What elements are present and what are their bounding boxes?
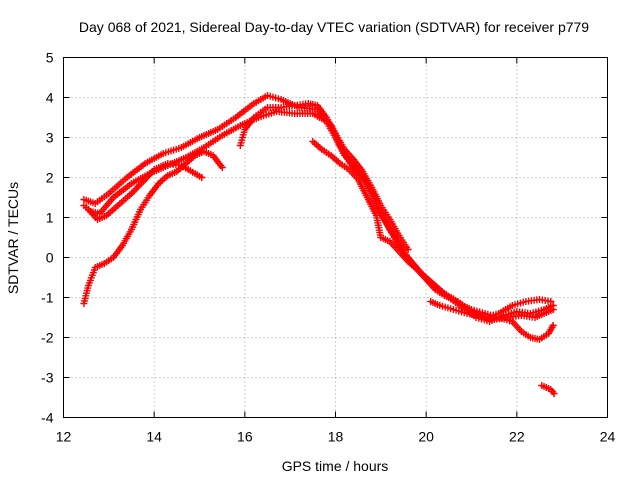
- data-points: [80, 92, 558, 397]
- y-tick-label: 1: [46, 210, 54, 226]
- x-tick-label: 24: [600, 429, 616, 445]
- x-tick-label: 16: [237, 429, 253, 445]
- y-tick-label: 0: [46, 250, 54, 266]
- data-point: [549, 322, 557, 329]
- data-point: [198, 174, 206, 181]
- chart-title: Day 068 of 2021, Sidereal Day-to-day VTE…: [79, 19, 589, 35]
- x-tick-label: 20: [418, 429, 434, 445]
- series-track-7: [427, 298, 557, 323]
- grid: [63, 57, 608, 418]
- series-track-5: [236, 100, 412, 253]
- y-tick-label: 5: [46, 50, 54, 66]
- series-track-8: [538, 382, 558, 397]
- series-track-1: [80, 92, 555, 321]
- x-tick-label: 22: [509, 429, 525, 445]
- data-point: [404, 246, 412, 253]
- y-tick-label: -2: [41, 330, 54, 346]
- y-tick-label: 4: [46, 90, 54, 106]
- series-track-4: [80, 148, 226, 307]
- series-track-2: [80, 108, 557, 325]
- data-point: [549, 306, 557, 313]
- x-tick-labels: 12 14 16 18 20 22 24: [56, 429, 616, 445]
- y-tick-labels: -4 -3 -2 -1 0 1 2 3 4 5: [41, 50, 54, 426]
- series-track-6: [309, 138, 557, 343]
- y-tick-label: -1: [41, 290, 54, 306]
- x-tick-label: 18: [328, 429, 344, 445]
- y-tick-label: 2: [46, 170, 54, 186]
- x-tick-label: 12: [56, 429, 72, 445]
- y-tick-label: -4: [41, 410, 54, 426]
- x-axis-label: GPS time / hours: [282, 458, 389, 474]
- axis-ticks: [63, 57, 608, 418]
- x-tick-label: 14: [146, 429, 162, 445]
- y-axis-label: SDTVAR / TECUs: [5, 182, 21, 294]
- data-point: [550, 390, 558, 397]
- data-point: [218, 164, 226, 171]
- y-tick-label: -3: [41, 370, 54, 386]
- series-track-3: [84, 160, 206, 223]
- y-tick-label: 3: [46, 130, 54, 146]
